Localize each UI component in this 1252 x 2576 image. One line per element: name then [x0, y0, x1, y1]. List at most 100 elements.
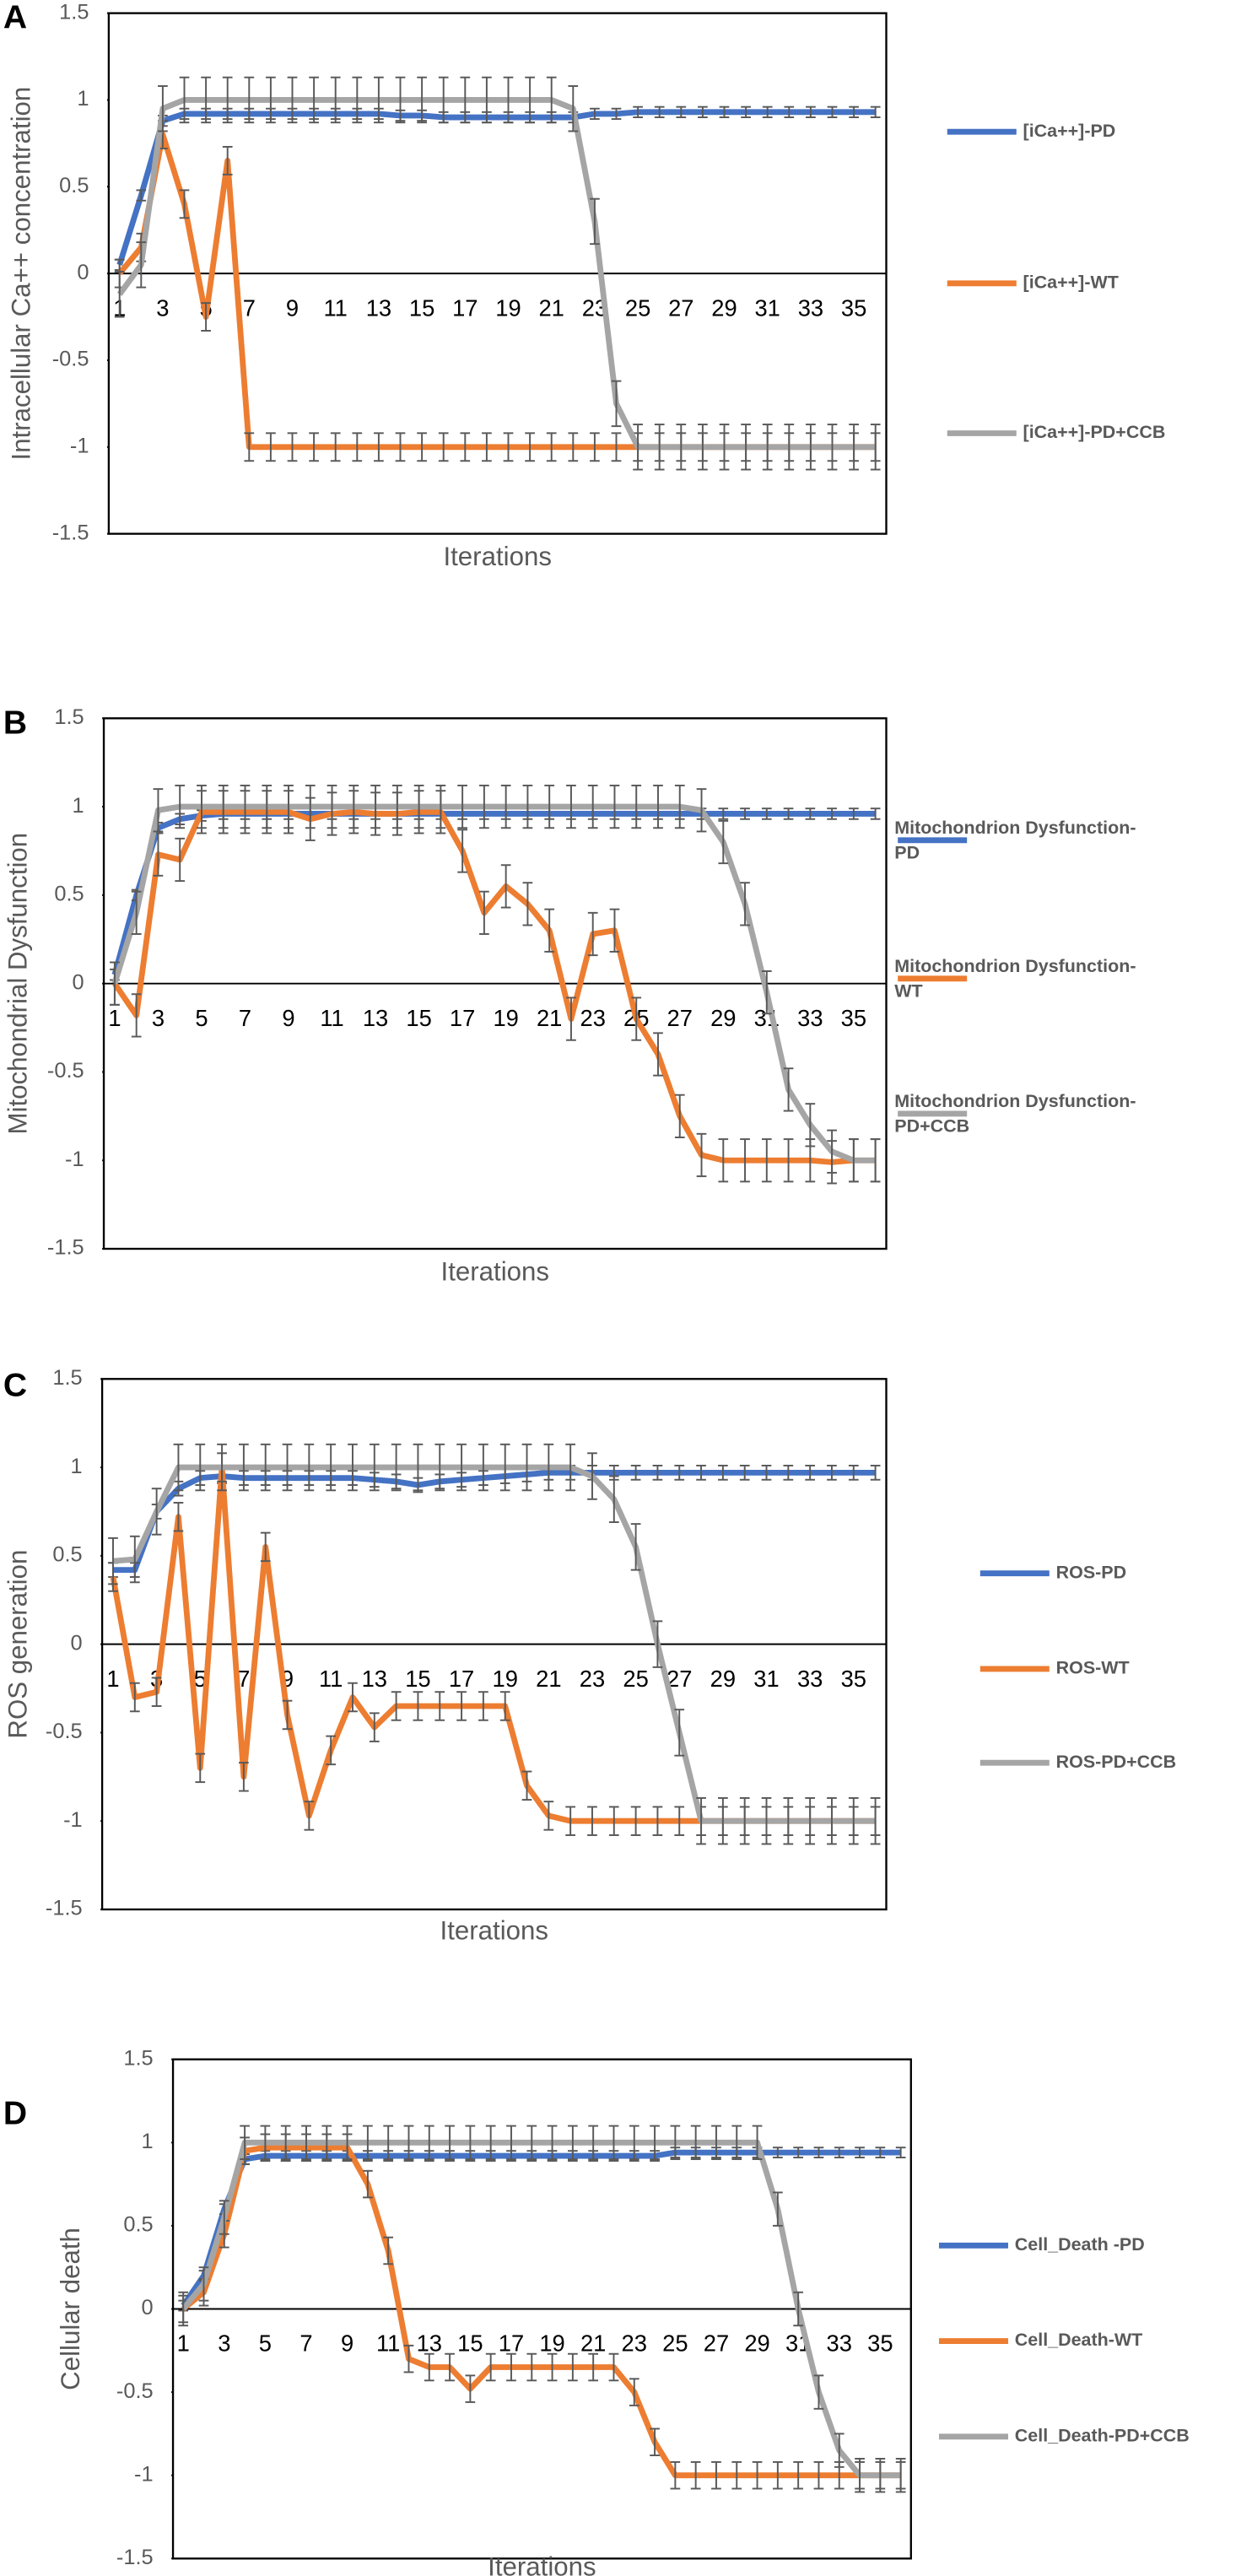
x-tick-label: 5: [259, 2330, 272, 2357]
error-bar: [611, 432, 622, 462]
error-bar: [304, 1443, 315, 1492]
error-bar: [478, 1691, 488, 1721]
error-bar: [608, 1475, 619, 1524]
x-tick-label: 13: [417, 2330, 442, 2357]
error-bar: [179, 189, 190, 219]
x-tick-label: 17: [499, 2330, 524, 2357]
error-bar: [201, 76, 211, 124]
error-bar: [731, 2125, 742, 2160]
error-bar: [546, 76, 557, 124]
error-bar: [855, 2458, 865, 2493]
error-bar: [761, 970, 772, 1015]
error-bar: [762, 424, 773, 471]
error-bar: [352, 76, 363, 124]
y-tick-label: -1: [63, 1808, 83, 1832]
x-tick-label: 15: [409, 294, 434, 321]
x-tick-label: 27: [704, 2330, 729, 2357]
error-bar: [282, 1443, 293, 1492]
error-bar: [849, 1138, 859, 1183]
error-bar: [326, 1443, 337, 1492]
x-tick-label: 35: [841, 1005, 866, 1031]
error-bar: [805, 1796, 816, 1845]
error-bar: [222, 76, 233, 124]
error-bar: [266, 76, 276, 124]
error-bar: [870, 424, 881, 471]
error-bar: [783, 1796, 794, 1845]
error-bar: [711, 2460, 721, 2490]
panel-label: A: [3, 0, 27, 36]
error-bar: [395, 432, 406, 462]
x-tick-label: 7: [300, 2330, 312, 2357]
error-bar: [895, 2147, 906, 2159]
x-tick-label: 9: [286, 294, 299, 321]
error-bar: [587, 1806, 597, 1836]
error-bar: [834, 2433, 845, 2468]
error-bar: [239, 1443, 249, 1492]
error-bar: [521, 1770, 532, 1801]
error-bar: [650, 2125, 660, 2160]
error-bar: [262, 784, 273, 829]
error-bar: [417, 76, 427, 124]
error-bar: [305, 784, 316, 829]
error-bar: [131, 993, 142, 1038]
x-tick-label: 11: [376, 2330, 400, 2357]
error-bar: [608, 1806, 619, 1836]
legend-label: Mitochondrion Dysfunction- WT: [894, 956, 1136, 1001]
error-bar: [718, 819, 729, 865]
error-bar: [282, 1699, 293, 1731]
y-tick-label: -0.5: [46, 1720, 83, 1743]
series-line: [112, 1464, 876, 1824]
error-bar: [525, 432, 535, 462]
error-bar: [369, 1443, 380, 1492]
x-tick-label: 25: [662, 2330, 688, 2357]
error-bar: [352, 432, 363, 462]
error-bar: [696, 1132, 707, 1178]
x-tick-label: 13: [366, 294, 391, 321]
error-bar: [870, 1796, 881, 1845]
legend-line: WT: [894, 980, 922, 1001]
error-bar: [301, 2125, 311, 2160]
error-bar: [456, 1691, 467, 1721]
error-bar: [611, 380, 622, 428]
x-tick-label: 33: [797, 1005, 823, 1031]
x-tick-label: 15: [457, 2330, 483, 2357]
error-bar: [630, 1523, 641, 1571]
y-tick-label: 0.5: [52, 1543, 82, 1567]
error-bar: [218, 784, 229, 829]
error-bar: [761, 1138, 772, 1183]
error-bar: [762, 105, 773, 118]
error-bar: [129, 1682, 140, 1713]
error-bar: [806, 424, 816, 471]
y-tick-label: -1.5: [46, 1897, 83, 1920]
error-bar: [718, 1464, 728, 1481]
error-bar: [870, 105, 881, 118]
error-bar: [266, 432, 276, 462]
error-bar: [222, 146, 233, 176]
error-bar: [403, 2125, 414, 2160]
y-tick-label: 0.5: [59, 174, 89, 197]
error-bar: [718, 1138, 729, 1183]
error-bar: [178, 2291, 189, 2327]
x-tick-label: 11: [320, 1005, 343, 1031]
error-bar: [413, 784, 424, 829]
x-tick-label: 7: [237, 1666, 250, 1692]
x-axis-title: Iterations: [440, 1916, 548, 1946]
error-bar: [326, 1735, 337, 1766]
x-tick-label: 13: [362, 1666, 387, 1692]
error-bar: [499, 1443, 510, 1492]
x-tick-label: 33: [798, 294, 823, 321]
x-tick-label: 35: [841, 1666, 866, 1692]
y-tick-label: 0.5: [54, 883, 84, 906]
x-tick-label: 11: [319, 1666, 343, 1692]
error-bar: [330, 432, 341, 462]
error-bar: [434, 1443, 445, 1492]
error-bar: [543, 1443, 554, 1492]
x-tick-label: 29: [711, 294, 737, 321]
error-bar: [173, 1443, 184, 1492]
x-tick-label: 19: [495, 294, 521, 321]
error-bar: [424, 2125, 434, 2160]
error-bar: [674, 784, 685, 829]
error-bar: [670, 2125, 681, 2160]
x-tick-label: 27: [667, 1005, 693, 1031]
y-tick-label: 1.5: [123, 2046, 153, 2070]
